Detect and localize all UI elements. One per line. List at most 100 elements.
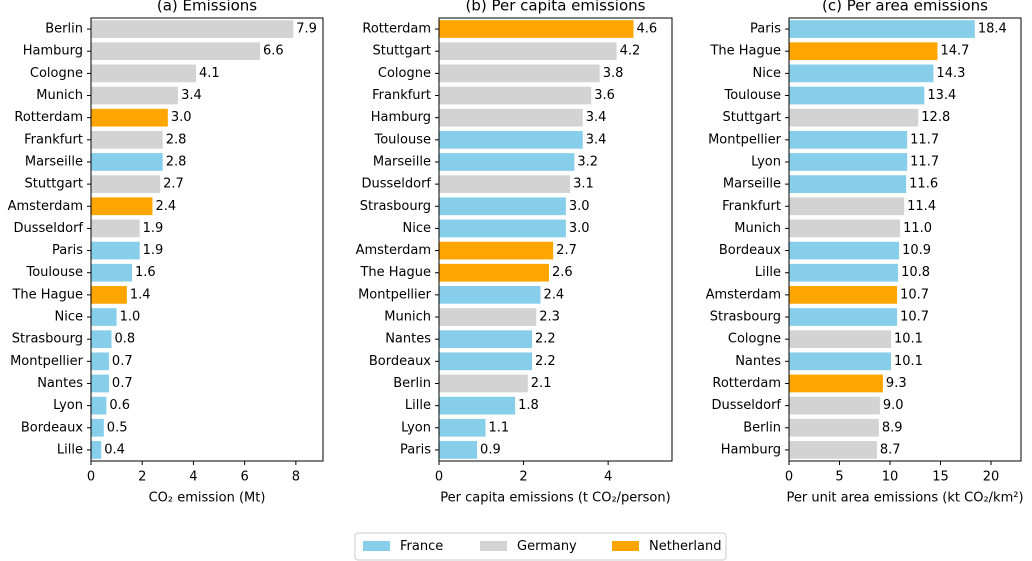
x-tick-label: 0 <box>785 470 793 485</box>
category-label: Dusseldorf <box>13 221 83 236</box>
value-label: 10.7 <box>900 310 929 325</box>
x-tick-label: 8 <box>292 470 300 485</box>
bar <box>789 418 879 437</box>
category-label: Cologne <box>378 66 431 81</box>
bar <box>91 241 140 260</box>
value-label: 1.9 <box>143 221 164 236</box>
bar <box>789 286 898 304</box>
category-label: Munich <box>384 310 431 325</box>
axes-frame <box>438 17 673 462</box>
value-label: 0.6 <box>109 398 130 413</box>
x-tick-label: 2 <box>138 470 146 485</box>
value-label: 3.2 <box>577 154 598 169</box>
category-label: Rotterdam <box>14 110 83 125</box>
axes-frame <box>788 17 1022 462</box>
value-label: 1.0 <box>120 310 141 325</box>
category-label: Nice <box>753 66 781 81</box>
bar <box>789 130 908 149</box>
legend-label: Germany <box>517 539 577 554</box>
legend-swatch <box>480 541 507 551</box>
category-label: The Hague <box>11 287 83 302</box>
bar <box>439 441 478 459</box>
category-label: Hamburg <box>371 110 431 125</box>
legend-box <box>354 532 727 561</box>
bar <box>789 263 899 282</box>
value-label: 2.8 <box>166 132 187 147</box>
category-label: Lille <box>755 265 781 280</box>
x-tick-label: 15 <box>932 470 949 485</box>
value-label: 4.6 <box>637 22 658 37</box>
chart-title: (c) Per area emissions <box>822 0 988 15</box>
value-label: 0.9 <box>480 442 501 457</box>
category-label: Hamburg <box>23 44 83 59</box>
category-label: Marseille <box>373 154 431 169</box>
category-label: Berlin <box>45 22 83 37</box>
value-label: 11.4 <box>907 199 936 214</box>
bar <box>91 263 132 282</box>
value-label: 9.3 <box>886 376 907 391</box>
bar <box>789 20 975 38</box>
x-tick-label: 4 <box>604 470 612 485</box>
value-label: 7.9 <box>296 22 317 37</box>
category-label: Marseille <box>723 177 781 192</box>
bar <box>789 64 934 83</box>
category-label: Dusseldorf <box>361 177 431 192</box>
category-label: Montpellier <box>708 132 782 147</box>
category-label: Amsterdam <box>356 243 431 258</box>
value-label: 4.2 <box>620 44 641 59</box>
category-label: Nantes <box>37 376 83 391</box>
value-label: 10.1 <box>894 354 923 369</box>
category-label: Paris <box>750 22 781 37</box>
value-label: 6.6 <box>263 44 284 59</box>
bar <box>789 86 925 105</box>
category-label: Toulouse <box>373 132 431 147</box>
category-label: Montpellier <box>10 354 84 369</box>
value-label: 9.0 <box>883 398 904 413</box>
value-label: 2.4 <box>543 287 564 302</box>
bar <box>789 42 938 61</box>
value-label: 10.1 <box>894 332 923 347</box>
value-label: 3.0 <box>569 199 590 214</box>
value-label: 11.0 <box>903 221 932 236</box>
bar <box>789 175 907 193</box>
bar <box>91 153 163 171</box>
value-label: 0.7 <box>112 376 133 391</box>
bar <box>91 197 153 216</box>
bar <box>789 308 898 326</box>
value-label: 3.0 <box>569 221 590 236</box>
bar <box>91 396 107 415</box>
category-label: The Hague <box>359 265 431 280</box>
category-label: Amsterdam <box>706 287 781 302</box>
bar <box>439 263 549 282</box>
bar <box>439 374 528 393</box>
value-label: 0.5 <box>107 420 128 435</box>
bar <box>439 352 533 371</box>
value-label: 2.1 <box>531 376 552 391</box>
bar <box>91 374 109 393</box>
category-label: Bordeaux <box>21 420 83 435</box>
value-label: 14.3 <box>936 66 965 81</box>
value-label: 1.1 <box>489 420 510 435</box>
bar <box>439 396 516 415</box>
category-label: Montpellier <box>358 287 432 302</box>
category-label: Frankfurt <box>24 132 83 147</box>
category-label: Cologne <box>728 332 781 347</box>
bar <box>789 153 908 171</box>
value-label: 18.4 <box>978 22 1007 37</box>
bar <box>91 441 102 459</box>
category-label: Bordeaux <box>719 243 781 258</box>
category-label: Bordeaux <box>369 354 431 369</box>
category-label: Dusseldorf <box>711 398 781 413</box>
category-label: Paris <box>400 442 431 457</box>
value-label: 2.2 <box>535 354 556 369</box>
bar <box>789 374 883 393</box>
bar <box>789 241 900 260</box>
bar <box>789 396 880 415</box>
category-label: Lyon <box>53 398 83 413</box>
value-label: 0.8 <box>114 332 135 347</box>
bar <box>789 197 905 216</box>
bar <box>91 330 112 349</box>
bar <box>91 175 161 193</box>
value-label: 2.2 <box>535 332 556 347</box>
category-label: Stuttgart <box>25 177 83 192</box>
